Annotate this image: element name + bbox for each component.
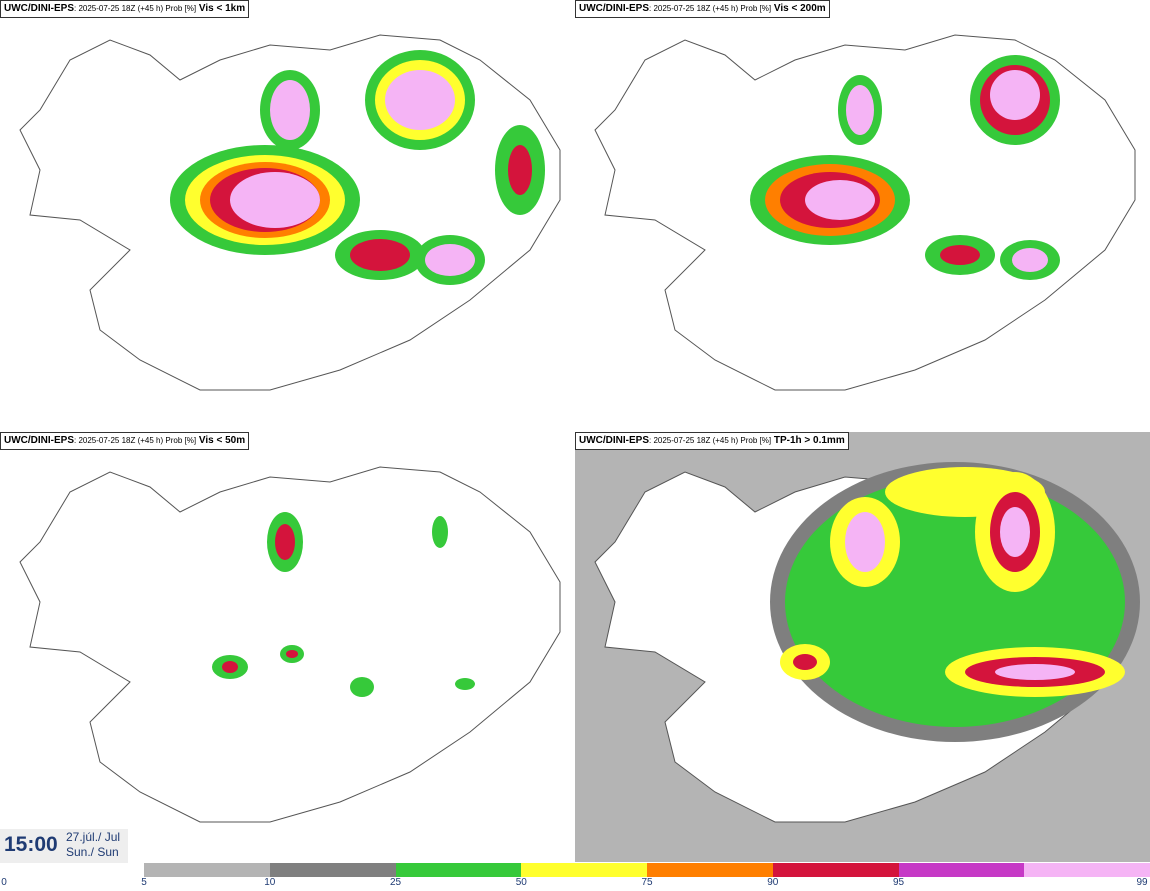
colorbar-tick-label: 75 <box>641 877 653 888</box>
colorbar-segment <box>1024 863 1150 877</box>
model-name: UWC/DINI-EPS <box>579 3 649 14</box>
iceland-map <box>19 34 561 391</box>
valid-time: 15:00 <box>4 833 58 856</box>
probability-field <box>170 50 545 285</box>
variable-name: Vis < 200m <box>773 3 826 14</box>
date-line-2: Sun./ Sun <box>66 845 119 859</box>
iceland-map <box>594 34 1136 391</box>
colorbar-segment <box>772 863 899 877</box>
probability-field <box>770 462 1140 742</box>
valid-time-box: 15:00 27.júl./ Jul Sun./ Sun <box>0 829 128 863</box>
colorbar-segment <box>395 863 522 877</box>
valid-date: 27.júl./ Jul Sun./ Sun <box>66 830 120 860</box>
model-name: UWC/DINI-EPS <box>4 3 74 14</box>
panel-title: UWC/DINI-EPS: 2025-07-25 18Z (+45 h) Pro… <box>575 0 830 18</box>
panel-title: UWC/DINI-EPS: 2025-07-25 18Z (+45 h) Pro… <box>0 432 250 450</box>
colorbar-tick-label: 50 <box>515 877 527 888</box>
iceland-map <box>575 432 1150 862</box>
colorbar-segment <box>647 863 773 877</box>
colorbar-tick-label: 90 <box>767 877 779 888</box>
panel-title: UWC/DINI-EPS: 2025-07-25 18Z (+45 h) Pro… <box>0 0 250 18</box>
probability-field <box>750 55 1060 280</box>
colorbar-segment <box>144 863 270 877</box>
date-line-1: 27.júl./ Jul <box>66 830 121 844</box>
colorbar <box>144 863 1150 877</box>
run-info: : 2025-07-25 18Z (+45 h) Prob [%] <box>74 436 197 445</box>
map-panel-vis-200m: UWC/DINI-EPS: 2025-07-25 18Z (+45 h) Pro… <box>575 0 1150 430</box>
run-info: : 2025-07-25 18Z (+45 h) Prob [%] <box>74 4 197 13</box>
map-panel-precip: UWC/DINI-EPS: 2025-07-25 18Z (+45 h) Pro… <box>575 432 1150 862</box>
colorbar-tick-label: 25 <box>389 877 402 888</box>
variable-name: Vis < 50m <box>198 435 246 446</box>
coastline <box>19 466 561 823</box>
colorbar-segment <box>521 863 647 877</box>
model-name: UWC/DINI-EPS <box>4 435 74 446</box>
map-panel-vis-50m: UWC/DINI-EPS: 2025-07-25 18Z (+45 h) Pro… <box>0 432 575 862</box>
variable-name: TP-1h > 0.1mm <box>773 435 845 446</box>
run-info: : 2025-07-25 18Z (+45 h) Prob [%] <box>649 4 772 13</box>
colorbar-tick-label: 99 <box>1136 877 1148 888</box>
variable-name: Vis < 1km <box>198 3 246 14</box>
colorbar-tick-label: 10 <box>264 877 276 888</box>
iceland-map <box>19 466 561 823</box>
colorbar-tick-label: 0 <box>1 877 7 888</box>
probability-field <box>212 512 475 697</box>
panel-title: UWC/DINI-EPS: 2025-07-25 18Z (+45 h) Pro… <box>575 432 849 450</box>
map-panel-vis-1km: UWC/DINI-EPS: 2025-07-25 18Z (+45 h) Pro… <box>0 0 575 430</box>
model-name: UWC/DINI-EPS <box>579 435 649 446</box>
run-info: : 2025-07-25 18Z (+45 h) Prob [%] <box>649 436 772 445</box>
colorbar-segment <box>269 863 396 877</box>
colorbar-tick-label: 95 <box>892 877 905 888</box>
colorbar-segment <box>898 863 1025 877</box>
colorbar-ticks: 0 5 10 25 50 75 90 95 99 <box>0 877 1150 891</box>
colorbar-tick-label: 5 <box>141 877 147 888</box>
